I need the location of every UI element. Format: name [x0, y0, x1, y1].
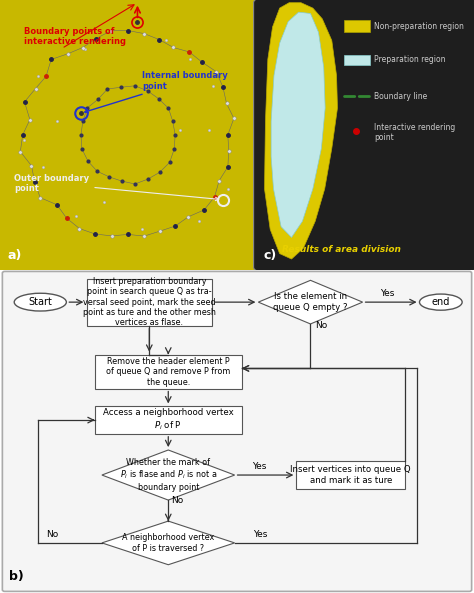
Polygon shape — [258, 280, 363, 324]
Polygon shape — [102, 521, 235, 565]
Ellipse shape — [14, 294, 66, 311]
Bar — [344, 20, 370, 33]
Text: Start: Start — [28, 297, 52, 307]
Ellipse shape — [419, 294, 462, 310]
Polygon shape — [102, 450, 235, 500]
Text: Insert preparation boundary
point in search queue Q as tra-
versal seed point, m: Insert preparation boundary point in sea… — [83, 277, 216, 327]
Text: Access a neighborhood vertex
$P_i$ of P: Access a neighborhood vertex $P_i$ of P — [103, 409, 234, 432]
Text: Preparation region: Preparation region — [374, 55, 446, 64]
Text: Interactive rendering
point: Interactive rendering point — [374, 123, 456, 142]
Text: Yes: Yes — [253, 462, 267, 471]
Text: b): b) — [9, 570, 24, 584]
Bar — [344, 55, 370, 65]
Text: Outer boundary
point: Outer boundary point — [14, 174, 219, 200]
Text: Boundary line: Boundary line — [374, 92, 428, 101]
Polygon shape — [271, 12, 325, 237]
FancyBboxPatch shape — [95, 355, 242, 388]
Text: No: No — [46, 530, 58, 539]
Text: Yes: Yes — [254, 530, 268, 539]
Text: Whether the mark of
$P_i$ is flase and $P_i$ is not a
boundary point: Whether the mark of $P_i$ is flase and $… — [119, 458, 217, 492]
Text: Is the element in
queue Q empty ?: Is the element in queue Q empty ? — [273, 292, 348, 312]
Text: No: No — [172, 496, 184, 505]
FancyBboxPatch shape — [254, 0, 474, 271]
FancyBboxPatch shape — [95, 406, 242, 434]
Text: Insert vertices into queue Q
and mark it as ture: Insert vertices into queue Q and mark it… — [291, 466, 411, 484]
FancyBboxPatch shape — [0, 0, 263, 271]
Text: No: No — [315, 321, 328, 330]
Text: Remove the header element P
of queue Q and remove P from
the queue.: Remove the header element P of queue Q a… — [106, 357, 230, 387]
Text: a): a) — [7, 249, 21, 262]
Text: A neighborhood vertex
of P is traversed ?: A neighborhood vertex of P is traversed … — [122, 533, 214, 553]
Polygon shape — [264, 3, 337, 259]
FancyBboxPatch shape — [296, 461, 405, 489]
Text: Yes: Yes — [381, 289, 395, 298]
Text: Boundary points of
interactive rendering: Boundary points of interactive rendering — [24, 27, 126, 46]
Text: Internal boundary
point: Internal boundary point — [85, 71, 228, 113]
Text: end: end — [432, 297, 450, 307]
Text: c): c) — [263, 249, 276, 262]
FancyBboxPatch shape — [86, 279, 212, 326]
Text: Results of area division: Results of area division — [282, 245, 401, 254]
Text: Non-preparation region: Non-preparation region — [374, 22, 465, 31]
FancyBboxPatch shape — [2, 272, 472, 591]
